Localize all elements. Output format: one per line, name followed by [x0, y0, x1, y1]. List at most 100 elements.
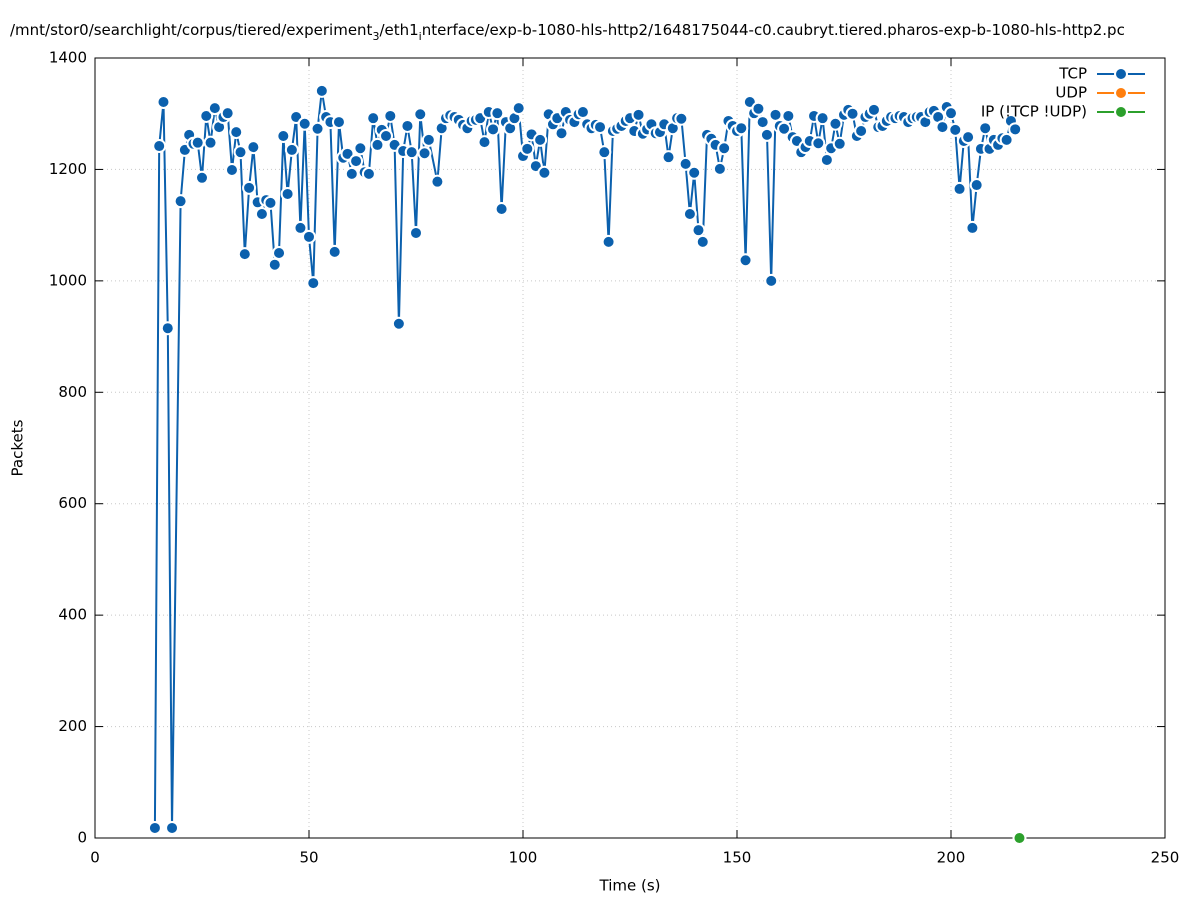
legend-marker [1114, 67, 1128, 81]
point [712, 161, 727, 176]
point [815, 111, 830, 126]
point [310, 121, 325, 136]
point [430, 174, 445, 189]
x-tick-label: 200 [937, 849, 966, 867]
point [156, 95, 171, 110]
point [866, 102, 881, 117]
point [764, 273, 779, 288]
y-tick-label: 400 [58, 606, 87, 624]
point [272, 246, 287, 260]
legend-label: IP (!TCP !UDP) [981, 103, 1087, 121]
y-axis-label: Packets [9, 419, 27, 476]
legend-marker [1114, 86, 1128, 100]
title-part: /eth1 [379, 21, 418, 39]
title-part: nterface/exp-b-1080-hls-http2/1648175044… [422, 21, 1125, 39]
point [379, 129, 394, 143]
point [293, 220, 308, 235]
point [999, 132, 1014, 147]
point [220, 106, 235, 121]
point [533, 132, 548, 147]
point [978, 121, 993, 136]
point [674, 111, 689, 126]
point [254, 207, 269, 221]
point [199, 108, 214, 123]
point [421, 132, 436, 147]
point [404, 145, 419, 160]
legend-label: UDP [1055, 84, 1087, 102]
point [233, 145, 248, 160]
point [353, 141, 368, 156]
point [597, 145, 612, 160]
point [344, 166, 359, 181]
point [682, 207, 697, 221]
y-tick-label: 1400 [49, 49, 87, 67]
point [486, 122, 501, 137]
x-tick-label: 250 [1151, 849, 1180, 867]
point [738, 253, 753, 268]
point [777, 121, 792, 136]
point [349, 154, 364, 169]
point [511, 101, 526, 116]
point [961, 130, 976, 145]
point [417, 146, 432, 161]
y-tick-label: 800 [58, 383, 87, 401]
point [280, 186, 295, 201]
point [361, 166, 376, 181]
point [687, 165, 702, 180]
chart-title: /mnt/stor0/searchlight/corpus/tiered/exp… [10, 21, 1125, 43]
point [284, 142, 299, 157]
point [819, 152, 834, 167]
point [678, 156, 693, 171]
point [854, 123, 869, 138]
point [297, 116, 312, 131]
point [755, 115, 770, 130]
x-tick-label: 50 [299, 849, 318, 867]
point [263, 195, 278, 210]
point [370, 137, 385, 152]
point [229, 125, 244, 140]
point [811, 136, 826, 151]
point [327, 244, 342, 259]
point [237, 247, 252, 262]
point [391, 316, 406, 331]
title-part: 3 [372, 30, 379, 43]
point [242, 180, 257, 195]
point [207, 101, 222, 116]
point [845, 106, 860, 121]
point [147, 820, 162, 835]
point [520, 141, 535, 156]
point [554, 126, 569, 141]
point [400, 118, 415, 133]
point [306, 276, 321, 291]
point [409, 225, 423, 240]
y-tick-label: 1200 [49, 160, 87, 178]
point [965, 220, 980, 235]
series-line [153, 90, 1017, 829]
point [751, 101, 766, 116]
point [203, 135, 218, 150]
point [490, 106, 505, 121]
point [224, 162, 239, 177]
point [695, 234, 710, 249]
y-tick-label: 200 [58, 717, 87, 735]
point [717, 141, 732, 156]
point [383, 108, 398, 123]
point [173, 194, 188, 209]
x-tick-label: 100 [509, 849, 538, 867]
point [575, 105, 590, 120]
point [165, 820, 180, 835]
point [601, 234, 616, 249]
point [1008, 122, 1023, 137]
point [781, 108, 796, 123]
point [1012, 831, 1027, 845]
y-tick-label: 1000 [49, 271, 87, 289]
point [190, 135, 205, 150]
point [593, 120, 608, 135]
point [366, 111, 381, 126]
title-part: /mnt/stor0/searchlight/corpus/tiered/exp… [10, 21, 373, 39]
point [948, 122, 963, 137]
point [734, 121, 749, 136]
point [413, 107, 428, 122]
y-tick-label: 600 [58, 494, 87, 512]
